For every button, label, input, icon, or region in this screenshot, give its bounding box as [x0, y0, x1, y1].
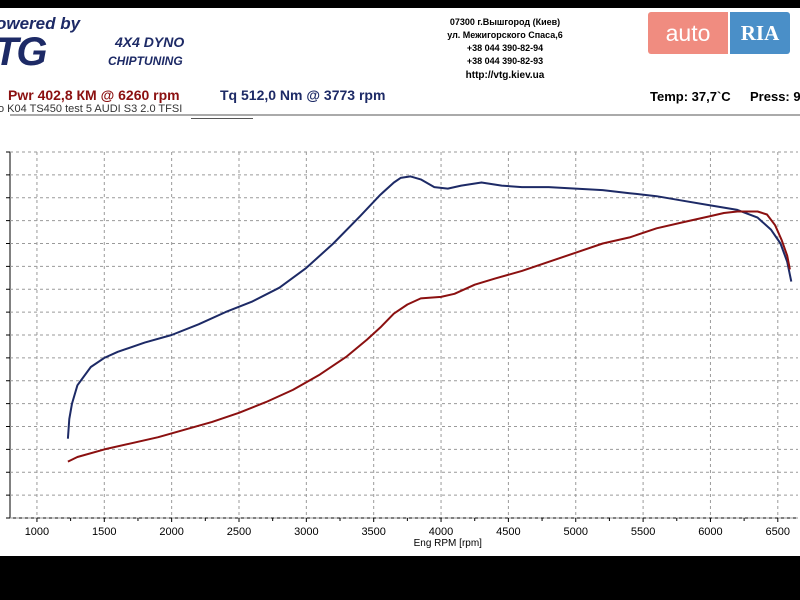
x-tick-label: 5500 — [631, 526, 655, 538]
x-tick-label: 6500 — [766, 526, 790, 538]
x-tick-label: 6000 — [698, 526, 722, 538]
x-tick-label: 5000 — [564, 526, 588, 538]
watermark-ria: RIA — [730, 12, 790, 54]
x-tick-label: 4500 — [496, 526, 520, 538]
logo-4x4-dyno: 4X4 DYNO — [115, 34, 185, 50]
x-axis-label: Eng RPM [rpm] — [414, 538, 483, 549]
autoria-watermark: auto RIA — [648, 12, 790, 54]
run-name: o K04 TS450 test 5 AUDI S3 2.0 TFSI — [0, 103, 183, 115]
x-tick-label: 1500 — [92, 526, 116, 538]
x-tick-label: 3000 — [294, 526, 318, 538]
contact-line: ул. Межигорского Спаса,6 — [447, 30, 563, 40]
x-tick-label: 2000 — [159, 526, 183, 538]
power-curve — [67, 210, 791, 463]
contact-line: +38 044 390-82-94 — [466, 43, 544, 53]
contact-url[interactable]: http://vtg.kiev.ua — [465, 70, 545, 81]
temperature-readout: Temp: 37,7`C — [650, 89, 731, 104]
contact-block: 07300 г.Вышгород (Киев) ул. Межигорского… — [420, 16, 590, 82]
x-tick-label: 3500 — [361, 526, 385, 538]
x-tick-label: 2500 — [227, 526, 251, 538]
dyno-report-sheet: owered by TG 4X4 DYNO CHIPTUNING 07300 г… — [0, 8, 800, 556]
torque-curve — [66, 175, 793, 439]
logo-chiptuning: CHIPTUNING — [108, 54, 183, 68]
x-tick-label: 4000 — [429, 526, 453, 538]
peak-power-readout: Pwr 402,8 КМ @ 6260 rpm — [8, 87, 180, 103]
contact-line: 07300 г.Вышгород (Киев) — [449, 17, 561, 27]
logo-vtg: TG — [0, 30, 48, 74]
contact-line: +38 044 390-82-93 — [466, 56, 544, 66]
pressure-readout: Press: 9 — [750, 89, 800, 104]
watermark-auto: auto — [648, 12, 728, 54]
logo-powered-by: owered by — [0, 14, 81, 33]
peak-torque-readout: Tq 512,0 Nm @ 3773 rpm — [220, 87, 386, 103]
x-tick-label: 1000 — [25, 526, 49, 538]
